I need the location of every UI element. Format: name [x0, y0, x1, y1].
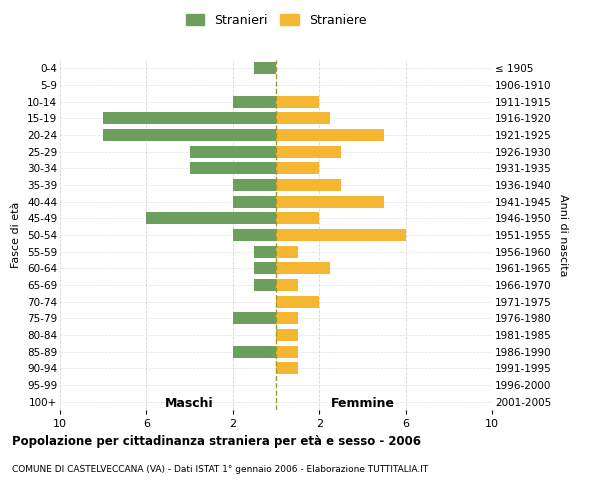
Bar [254, 246, 276, 258]
Y-axis label: Fasce di età: Fasce di età [11, 202, 22, 268]
Bar [276, 262, 330, 274]
Bar [254, 262, 276, 274]
Bar [190, 162, 276, 174]
Bar [276, 129, 384, 141]
Bar [276, 146, 341, 158]
Bar [254, 279, 276, 291]
Bar [190, 146, 276, 158]
Bar [233, 179, 276, 191]
Bar [276, 179, 341, 191]
Bar [103, 129, 276, 141]
Bar [103, 112, 276, 124]
Bar [233, 346, 276, 358]
Bar [276, 196, 384, 207]
Bar [254, 62, 276, 74]
Y-axis label: Anni di nascita: Anni di nascita [558, 194, 568, 276]
Bar [276, 162, 319, 174]
Bar [276, 246, 298, 258]
Bar [276, 329, 298, 341]
Bar [276, 112, 330, 124]
Bar [276, 312, 298, 324]
Text: Maschi: Maschi [165, 397, 214, 410]
Bar [276, 296, 319, 308]
Bar [276, 229, 406, 241]
Bar [276, 279, 298, 291]
Bar [146, 212, 276, 224]
Bar [233, 196, 276, 207]
Legend: Stranieri, Straniere: Stranieri, Straniere [181, 8, 371, 32]
Bar [276, 346, 298, 358]
Text: Popolazione per cittadinanza straniera per età e sesso - 2006: Popolazione per cittadinanza straniera p… [12, 435, 421, 448]
Bar [233, 96, 276, 108]
Text: Femmine: Femmine [331, 397, 394, 410]
Text: COMUNE DI CASTELVECCANA (VA) - Dati ISTAT 1° gennaio 2006 - Elaborazione TUTTITA: COMUNE DI CASTELVECCANA (VA) - Dati ISTA… [12, 465, 428, 474]
Bar [276, 362, 298, 374]
Bar [233, 312, 276, 324]
Bar [276, 212, 319, 224]
Bar [276, 96, 319, 108]
Bar [233, 229, 276, 241]
